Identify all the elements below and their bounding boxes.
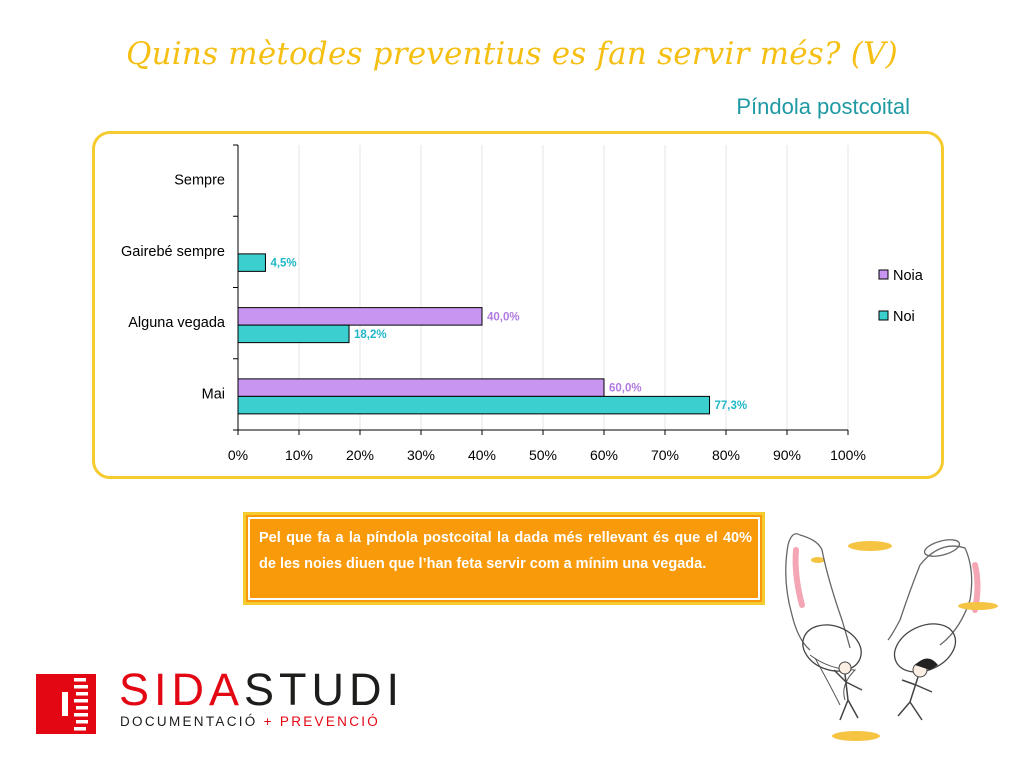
bar-noia	[237, 378, 605, 397]
x-tick-label: 100%	[830, 447, 866, 463]
x-tick-label: 70%	[651, 447, 679, 463]
data-label: 40,0%	[487, 311, 520, 323]
x-tick-label: 90%	[773, 447, 801, 463]
legend-label: Noia	[893, 268, 924, 284]
bar-chart: 0% 10% 20% 30% 40% 50% 60% 70% 80% 90% 100% Sempre G…	[121, 144, 924, 463]
bar-noi	[237, 253, 266, 272]
x-tick-label: 10%	[285, 447, 313, 463]
legend-swatch-noia	[878, 269, 889, 280]
logo-tagline: DOCUMENTACIÓ + PREVENCIÓ	[120, 714, 381, 729]
x-tick-label: 40%	[468, 447, 496, 463]
sidastudi-logo-mark-icon	[36, 674, 96, 734]
data-label: 18,2%	[354, 329, 387, 341]
bar-noi	[237, 395, 711, 415]
x-tick-label: 80%	[712, 447, 740, 463]
category-label: Alguna vegada	[128, 315, 226, 331]
logo-name: SIDASTUDI	[119, 664, 405, 715]
condom-figures-illustration	[785, 533, 998, 741]
x-tick-label: 20%	[346, 447, 374, 463]
x-tick-label: 50%	[529, 447, 557, 463]
summary-note: Pel que fa a la píndola postcoital la da…	[243, 512, 765, 605]
category-label: Mai	[202, 386, 225, 402]
x-tick-label: 0%	[228, 447, 248, 463]
x-tick-label: 30%	[407, 447, 435, 463]
page-title: Quins mètodes preventius es fan servir m…	[126, 36, 898, 72]
data-label: 4,5%	[270, 258, 296, 270]
data-label: 60,0%	[609, 383, 642, 395]
category-label: Sempre	[174, 173, 225, 189]
bar-noi	[237, 324, 350, 344]
x-tick-label: 60%	[590, 447, 618, 463]
legend-label: Noi	[893, 309, 915, 325]
data-label: 77,3%	[715, 400, 748, 412]
chart-subtitle: Píndola postcoital	[736, 94, 910, 119]
bar-noia	[237, 307, 483, 326]
legend-swatch-noi	[878, 310, 889, 321]
category-label: Gairebé sempre	[121, 244, 225, 260]
chart-frame	[92, 131, 944, 479]
